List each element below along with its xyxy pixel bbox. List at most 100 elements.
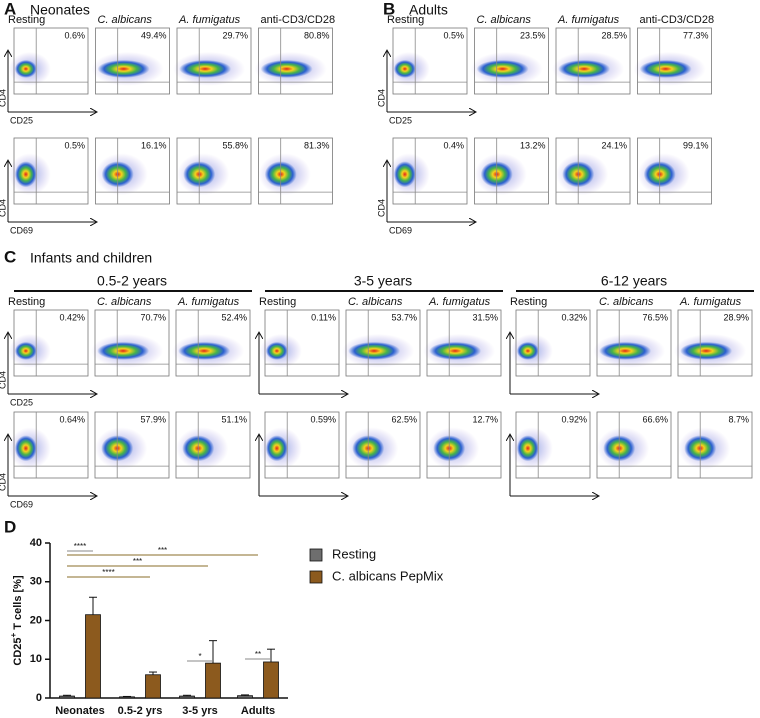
flow-plot: 23.5%: [470, 27, 549, 95]
event-density: [179, 59, 232, 78]
panel-label: C: [4, 247, 16, 266]
column-header: Resting: [8, 14, 45, 26]
column-header: A. fumigatus: [177, 296, 240, 308]
gate-percentage: 99.1%: [683, 140, 709, 150]
event-density: [680, 341, 733, 360]
gate-percentage: 28.9%: [723, 312, 749, 322]
event-density: [14, 59, 37, 78]
gate-percentage: 0.42%: [59, 312, 85, 322]
event-density: [516, 435, 539, 462]
event-density: [260, 59, 313, 78]
bar: [85, 614, 101, 699]
event-density: [393, 161, 416, 188]
gate-percentage: 23.5%: [520, 30, 546, 40]
bar: [205, 662, 221, 699]
column-header: Resting: [8, 296, 45, 308]
column-header: Resting: [510, 296, 547, 308]
gate-percentage: 0.5%: [64, 140, 85, 150]
flow-plot: 80.8%: [254, 27, 333, 95]
significance-label: *: [198, 652, 201, 661]
flow-plot: 28.5%: [552, 27, 631, 95]
gate-percentage: 12.7%: [472, 414, 498, 424]
gate-percentage: 24.1%: [601, 140, 627, 150]
gate-percentage: 81.3%: [304, 140, 330, 150]
event-density: [348, 341, 401, 360]
panel-title: Infants and children: [30, 250, 152, 266]
gate-percentage: 16.1%: [141, 140, 167, 150]
group-header: 6-12 years: [601, 273, 667, 289]
significance-label: ****: [102, 568, 114, 577]
axis-marker: CD4: [376, 199, 386, 217]
bar: [119, 696, 135, 699]
flow-plot: 0.11%: [259, 309, 340, 377]
gate-percentage: 13.2%: [520, 140, 546, 150]
event-density: [265, 435, 288, 462]
flow-plot: 0.59%: [259, 411, 340, 479]
gate-percentage: 0.59%: [310, 414, 336, 424]
event-density: [265, 341, 288, 360]
gate-percentage: 0.4%: [443, 140, 464, 150]
y-label-part: +: [9, 633, 18, 638]
column-header: A. fumigatus: [557, 14, 620, 26]
gate-percentage: 31.5%: [472, 312, 498, 322]
column-header: C. albicans: [477, 14, 532, 26]
flow-plot: 0.32%: [510, 309, 591, 377]
legend-swatch: [309, 570, 323, 584]
gate-percentage: 0.5%: [443, 30, 464, 40]
column-header: anti-CD3/CD28: [640, 14, 715, 26]
flow-plot: 70.7%: [91, 309, 170, 377]
significance-label: **: [255, 650, 261, 659]
flow-plot: 99.1%: [637, 137, 712, 205]
panel-label: D: [4, 517, 16, 536]
axis-marker: CD69: [389, 225, 412, 235]
event-density: [14, 435, 37, 462]
flow-plot: 0.42%: [8, 309, 89, 377]
y-label-part: T cells [%]: [12, 575, 24, 633]
gate-percentage: 0.32%: [561, 312, 587, 322]
gate-percentage: 76.5%: [642, 312, 668, 322]
event-density: [393, 59, 416, 78]
group-header: 0.5-2 years: [97, 273, 167, 289]
axis-marker: CD25: [389, 115, 412, 125]
event-density: [14, 341, 37, 360]
column-header: A. fumigatus: [679, 296, 742, 308]
gate-percentage: 55.8%: [222, 140, 248, 150]
y-tick-label: 30: [30, 576, 42, 588]
bar: [59, 695, 75, 699]
column-header: anti-CD3/CD28: [261, 14, 336, 26]
gate-percentage: 62.5%: [391, 414, 417, 424]
legend-label: Resting: [332, 546, 376, 561]
y-tick-label: 40: [30, 537, 42, 549]
column-header: C. albicans: [599, 296, 654, 308]
gate-percentage: 0.6%: [64, 30, 85, 40]
axis-marker: CD69: [10, 225, 33, 235]
y-tick-label: 10: [30, 653, 42, 665]
bar: [145, 674, 161, 699]
event-density: [97, 59, 150, 78]
x-tick-label: Neonates: [55, 705, 105, 717]
gate-percentage: 0.11%: [311, 312, 336, 322]
bar: [179, 695, 195, 699]
axis-marker: CD25: [10, 115, 33, 125]
x-tick-label: 3-5 yrs: [182, 705, 217, 717]
x-tick-label: Adults: [241, 705, 275, 717]
gate-percentage: 28.5%: [601, 30, 627, 40]
flow-plot: 66.6%: [596, 411, 672, 479]
gate-percentage: 0.64%: [59, 414, 85, 424]
axis-marker: CD4: [376, 89, 386, 107]
axis-marker: CD25: [10, 397, 33, 407]
y-tick-label: 20: [30, 614, 42, 626]
flow-plot: 52.4%: [172, 309, 251, 377]
gate-percentage: 51.1%: [221, 414, 247, 424]
flow-plot: 0.6%: [8, 27, 89, 95]
event-density: [476, 59, 529, 78]
flow-plot: 81.3%: [258, 137, 333, 205]
event-density: [558, 59, 611, 78]
y-label-part: CD25: [12, 638, 24, 666]
flow-plot: 12.7%: [426, 411, 502, 479]
axis-marker: CD4: [0, 371, 7, 389]
group-header: 3-5 years: [354, 273, 412, 289]
flow-plot: 57.9%: [94, 411, 170, 479]
x-tick-label: 0.5-2 yrs: [118, 705, 163, 717]
